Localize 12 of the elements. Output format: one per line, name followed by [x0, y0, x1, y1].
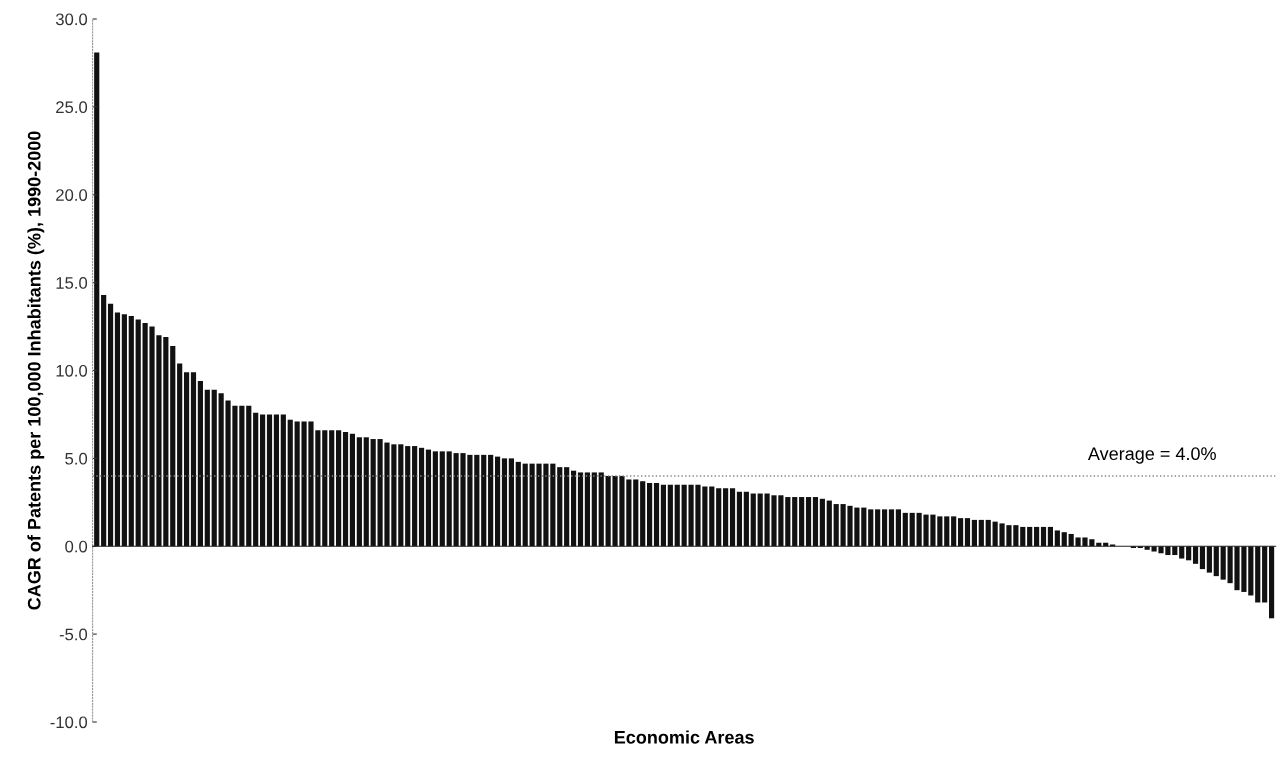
y-axis-title: CAGR of Patents per 100,000 Inhabitants (%), 1990-2000: [27, 131, 45, 610]
y-tick-label: 15.0: [56, 277, 88, 289]
y-tick-label: 30.0: [55, 13, 88, 26]
y-tick-label: 0.0: [65, 540, 88, 553]
y-tick-label: 10.0: [56, 364, 88, 377]
ref-line-label: Average = 4.0%: [1087, 447, 1216, 464]
y-tick-label: 20.0: [56, 189, 88, 201]
y-tick-label: 25.0: [56, 101, 88, 114]
x-axis-title: Economic Areas: [614, 730, 754, 744]
y-tick-label: 5.0: [65, 452, 88, 465]
y-tick-label: -10.0: [50, 716, 88, 729]
y-tick-label: -5.0: [59, 628, 88, 641]
